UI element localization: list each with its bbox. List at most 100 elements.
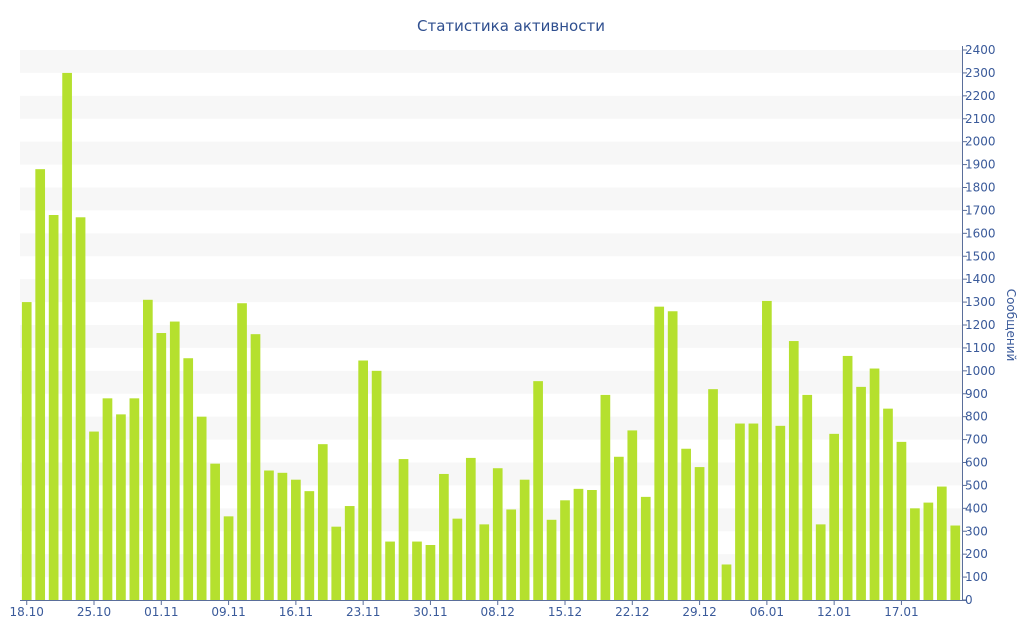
bar (627, 430, 638, 600)
bar (358, 360, 369, 600)
y-tick-label: 1400 (965, 272, 996, 286)
x-tick-label: 29.12 (682, 605, 716, 619)
bar (856, 386, 866, 600)
x-tick-label: 30.11 (413, 605, 447, 619)
x-tick-label: 12.01 (817, 605, 851, 619)
x-tick-label: 08.12 (481, 605, 515, 619)
y-tick-label: 1200 (965, 318, 996, 332)
y-tick-label: 700 (965, 433, 988, 447)
y-tick-label: 800 (965, 410, 988, 424)
y-tick-label: 0 (965, 593, 973, 607)
bar (842, 355, 853, 600)
bar (681, 448, 691, 600)
bar (264, 470, 274, 600)
bar (344, 506, 355, 600)
x-tick-label: 16.11 (279, 605, 313, 619)
y-tick-label: 200 (965, 547, 988, 561)
y-tick-label: 1100 (965, 341, 996, 355)
bar (398, 459, 409, 600)
bar (802, 394, 813, 600)
bar (156, 333, 167, 600)
grid-band (20, 279, 962, 303)
bar (452, 518, 463, 600)
x-tick-label: 09.11 (211, 605, 245, 619)
y-tick-label: 1600 (965, 226, 996, 240)
grid-band (20, 95, 962, 119)
grid-band (20, 187, 962, 211)
y-tick-label: 900 (965, 387, 988, 401)
bar (385, 541, 395, 600)
x-tick-label: 06.01 (750, 605, 784, 619)
bar (492, 468, 503, 600)
bar (196, 416, 207, 600)
bar (748, 423, 759, 600)
bar (506, 509, 517, 600)
x-tick-label: 22.12 (615, 605, 649, 619)
y-axis-label: Сообщений (1004, 289, 1018, 362)
bar (371, 370, 382, 600)
bar (237, 303, 247, 600)
grid-bands (20, 50, 962, 578)
y-tick-label: 2000 (965, 135, 996, 149)
y-tick-label: 2200 (965, 89, 996, 103)
bar (654, 306, 665, 600)
bar (883, 408, 893, 600)
bar (788, 341, 799, 600)
chart-title: Статистика активности (417, 17, 605, 35)
bar (600, 394, 611, 600)
bar (62, 72, 72, 600)
y-tick-label: 500 (965, 478, 988, 492)
bar (412, 541, 422, 600)
bar (102, 398, 113, 600)
bar (829, 433, 840, 600)
bar (950, 525, 961, 600)
grid-band (20, 50, 962, 73)
x-tick-label: 15.12 (548, 605, 582, 619)
bar (479, 524, 490, 600)
y-tick-label: 600 (965, 456, 988, 470)
bar (708, 389, 718, 600)
bar (613, 456, 624, 600)
y-tick-label: 1900 (965, 158, 996, 172)
bar (640, 496, 651, 600)
bar (169, 321, 180, 600)
x-tick-label: 01.11 (144, 605, 178, 619)
bar (425, 545, 436, 600)
grid-band (20, 141, 962, 165)
bar (183, 358, 194, 600)
bar (129, 398, 140, 600)
bar (89, 431, 99, 600)
bar (694, 467, 705, 600)
bar (210, 463, 220, 600)
bar (560, 500, 570, 600)
bar (21, 302, 32, 600)
bar (465, 457, 476, 600)
bar (439, 473, 449, 600)
bar (910, 508, 920, 600)
y-tick-label: 1800 (965, 181, 996, 195)
grid-band (20, 233, 962, 257)
y-tick-label: 300 (965, 524, 988, 538)
y-tick-label: 1000 (965, 364, 996, 378)
x-tick-label: 17.01 (884, 605, 918, 619)
bar (573, 488, 584, 600)
bar (116, 414, 126, 600)
bar (48, 215, 59, 600)
bar (775, 425, 786, 600)
bar (304, 491, 315, 600)
bar (667, 311, 678, 600)
y-tick-label: 1700 (965, 203, 996, 217)
y-tick-label: 1500 (965, 249, 996, 263)
bar (923, 502, 934, 600)
bar (277, 472, 288, 600)
bar (250, 334, 261, 600)
bar (142, 299, 153, 600)
axes-group: 0 100 200 300 400 500 600 700 800 900 1000 1100 1200… (10, 43, 996, 619)
bar (896, 441, 907, 600)
bar (519, 479, 530, 600)
bar (317, 444, 328, 600)
bar (815, 524, 826, 600)
y-tick-label: 100 (965, 570, 988, 584)
x-tick-label: 25.10 (77, 605, 111, 619)
